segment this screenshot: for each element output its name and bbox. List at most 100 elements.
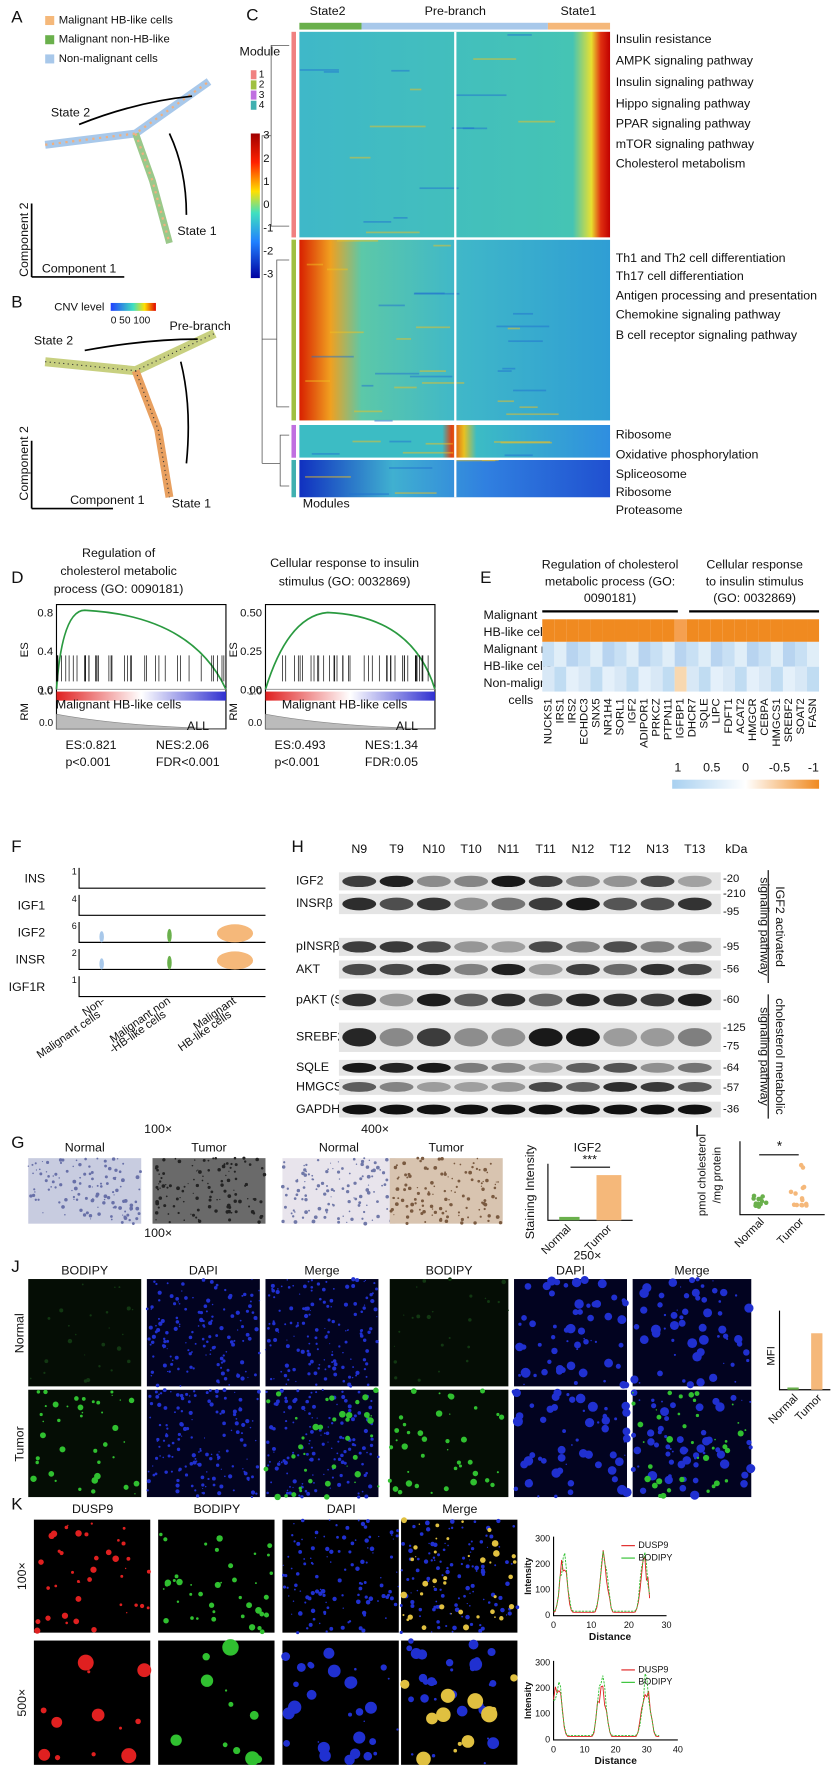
heat-cell — [650, 619, 663, 642]
label: 0 — [742, 761, 749, 775]
cell — [246, 1602, 253, 1609]
label: 1 — [674, 761, 681, 775]
cell — [338, 1345, 341, 1348]
es-curve — [55, 609, 227, 690]
cell — [230, 1314, 235, 1318]
cell — [361, 1462, 364, 1466]
violin-axis — [78, 949, 266, 971]
cell — [352, 1366, 355, 1368]
heat-cell — [710, 641, 723, 667]
cell — [337, 1323, 341, 1326]
cell — [257, 1220, 261, 1224]
cell — [486, 1171, 489, 1174]
cell — [190, 1436, 193, 1439]
label: 2 — [72, 948, 77, 958]
cell — [484, 1297, 487, 1300]
cell — [91, 1489, 96, 1494]
violin — [99, 931, 104, 943]
cell — [673, 1353, 676, 1356]
cell — [135, 1718, 141, 1725]
cell — [232, 1577, 237, 1583]
heatmap-streak — [425, 442, 453, 445]
cell — [677, 1412, 681, 1416]
cell — [83, 1172, 87, 1176]
heat-cell — [662, 641, 675, 667]
label: 100× — [144, 1122, 172, 1136]
cell — [298, 1444, 304, 1450]
heat-cell — [746, 619, 759, 642]
cell — [259, 1215, 263, 1219]
cell — [737, 1421, 740, 1424]
label: Tumor — [13, 1426, 27, 1461]
heatmap-streak — [416, 326, 451, 329]
cell — [236, 1329, 239, 1331]
heat-cell — [614, 666, 627, 692]
cell — [150, 1374, 153, 1377]
cell — [420, 1156, 425, 1161]
cell — [201, 1179, 204, 1182]
cell — [337, 1220, 341, 1224]
cell — [199, 1318, 204, 1323]
cell — [111, 1201, 115, 1205]
cell — [467, 1459, 473, 1465]
cell — [457, 1574, 462, 1579]
cell — [82, 1213, 87, 1217]
cell — [450, 1613, 452, 1615]
cell — [283, 1411, 286, 1414]
heatmap-streak — [369, 125, 426, 128]
cell — [210, 1319, 213, 1322]
cell — [234, 1421, 239, 1426]
cell — [399, 1630, 403, 1634]
cell — [329, 1298, 334, 1303]
cell — [385, 1158, 389, 1162]
cell — [344, 1676, 357, 1689]
cell — [366, 1190, 371, 1195]
cell — [233, 1156, 237, 1160]
cell — [489, 1162, 492, 1165]
cell — [223, 1189, 227, 1193]
cell — [418, 1208, 421, 1211]
cell — [366, 1383, 370, 1387]
cell — [102, 1201, 106, 1205]
cell — [188, 1395, 191, 1397]
cell — [166, 1186, 169, 1189]
label: CEBPA — [759, 698, 771, 736]
blot-band — [454, 1104, 489, 1115]
cell — [89, 1218, 92, 1220]
label: 30 — [662, 1620, 672, 1630]
cell — [496, 1518, 501, 1524]
label: IGFBP1 — [675, 698, 687, 738]
label: Th1 and Th2 cell differentiation — [616, 251, 786, 265]
cell — [379, 1583, 384, 1588]
cell — [572, 1309, 579, 1316]
cell — [431, 1310, 434, 1313]
cell — [361, 1610, 367, 1616]
cell — [405, 1221, 409, 1225]
cell — [419, 1615, 421, 1618]
cell — [41, 1161, 43, 1163]
cell — [122, 1214, 124, 1216]
cell — [149, 1343, 152, 1346]
cell — [241, 1422, 246, 1427]
cell — [308, 1362, 312, 1366]
cell — [400, 1591, 408, 1599]
heatmap-streak — [323, 71, 339, 73]
cell — [693, 1462, 699, 1468]
blot-band — [342, 1082, 377, 1092]
cell — [523, 1383, 525, 1386]
cell — [411, 1316, 414, 1319]
cell — [235, 1310, 240, 1315]
cell — [329, 1626, 334, 1631]
cell — [324, 1368, 327, 1371]
cell — [438, 1370, 440, 1373]
cell — [379, 1169, 382, 1171]
cell — [74, 1333, 77, 1336]
cell — [656, 1478, 663, 1485]
cell — [234, 1163, 238, 1167]
cell — [264, 1349, 267, 1351]
cell — [180, 1396, 185, 1401]
cell — [120, 1220, 124, 1224]
heatmap-streak — [497, 370, 512, 372]
label: signaling pathway — [757, 1007, 771, 1106]
cell — [182, 1426, 188, 1432]
